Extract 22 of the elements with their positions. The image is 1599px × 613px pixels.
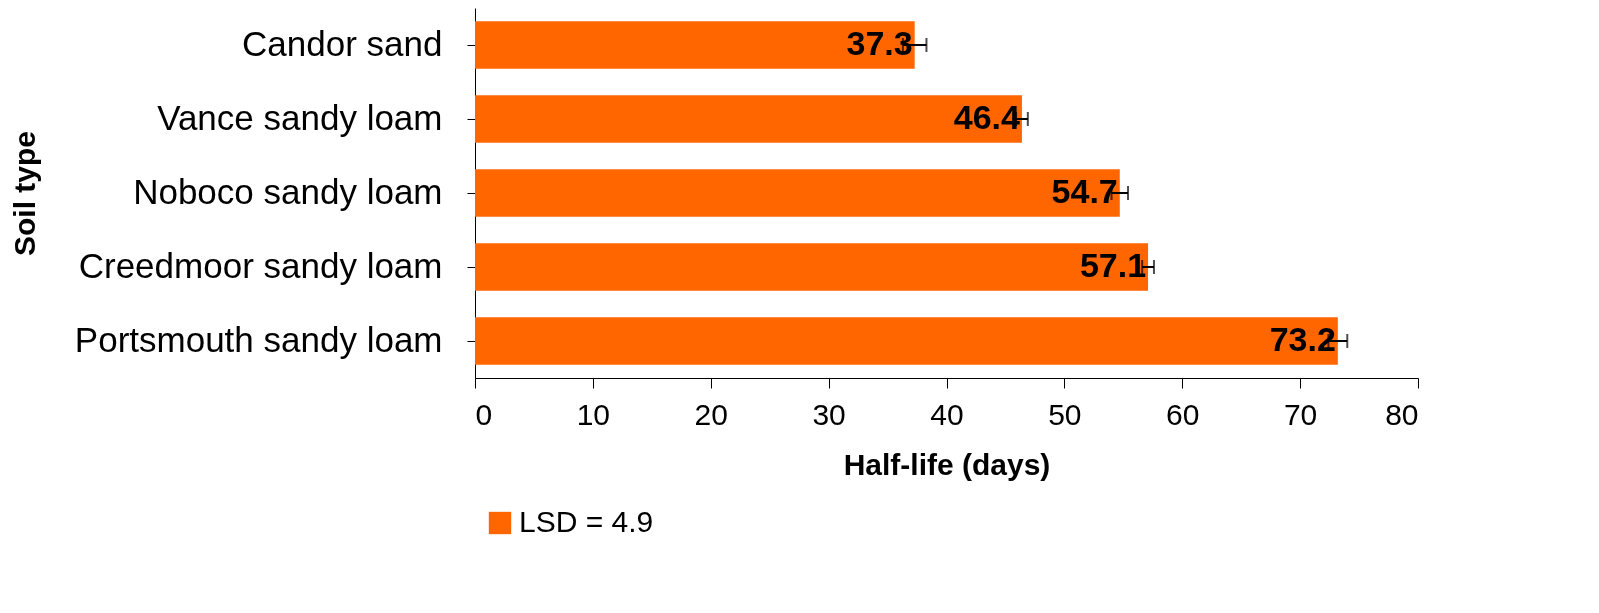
x-tick-label: 40 [930,397,964,431]
y-tick-label: Portsmouth sandy loam [74,320,443,359]
data-label: 54.7 [1051,172,1118,210]
data-label: 46.4 [953,98,1021,136]
y-tick-label: Creedmoor sandy loam [78,246,443,285]
x-tick-label: 10 [576,397,611,431]
x-tick-label: 60 [1166,397,1200,431]
data-label: 37.3 [846,24,913,62]
data-label: 73.2 [1269,320,1336,358]
x-tick-label: 30 [812,397,846,431]
legend-label: LSD = 4.9 [519,505,654,538]
y-tick-label: Candor sand [242,24,443,63]
x-tick-label: 80 [1385,397,1419,431]
x-tick-label: 20 [694,397,728,431]
x-axis-title: Half-life (days) [843,447,1051,481]
x-tick-label: 70 [1283,397,1318,431]
x-tick-label: 0 [475,397,493,431]
data-label: 57.1 [1079,246,1147,284]
y-axis-title: Soil type [7,130,41,257]
y-tick-label: Vance sandy loam [157,98,443,137]
x-tick-label: 50 [1048,397,1082,431]
y-tick-label: Noboco sandy loam [133,172,443,211]
